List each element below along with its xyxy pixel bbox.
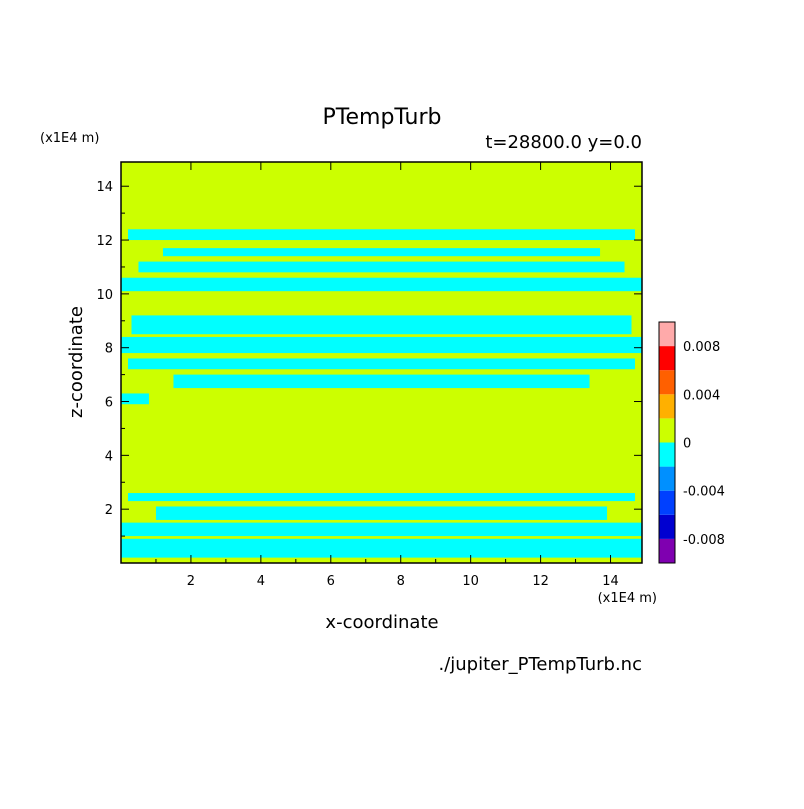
colorbar-label-0: -0.008 xyxy=(683,533,725,548)
x-axis: 2 4 6 8 10 12 14 xyxy=(155,162,619,589)
x-tick-label-12: 12 xyxy=(532,574,549,589)
negative-band-7 xyxy=(121,336,642,354)
negative-band-10 xyxy=(138,261,625,273)
colorbar-segment-2 xyxy=(659,490,675,515)
colorbar-segment-5 xyxy=(659,418,675,443)
colorbar-label-1: -0.004 xyxy=(683,485,725,500)
negative-band-2 xyxy=(155,506,608,520)
x-unit-label: (x1E4 m) xyxy=(598,591,657,606)
colorbar: -0.008 -0.004 0 0.004 0.008 xyxy=(658,321,725,564)
negative-band-3 xyxy=(127,493,636,502)
negative-band-9 xyxy=(121,277,642,292)
y-tick-label-12: 12 xyxy=(96,234,113,249)
negative-band-1 xyxy=(121,522,642,537)
negative-region-layer xyxy=(121,229,642,558)
colorbar-segment-9 xyxy=(659,322,675,347)
x-tick-label-8: 8 xyxy=(397,574,405,589)
colorbar-segment-4 xyxy=(659,442,675,467)
x-tick-label-4: 4 xyxy=(257,574,265,589)
colorbar-segment-6 xyxy=(659,394,675,419)
chart-title: PTempTurb xyxy=(323,105,442,130)
colorbar-segment-0 xyxy=(659,538,675,563)
y-tick-label-10: 10 xyxy=(96,288,113,303)
colorbar-label-2: 0 xyxy=(683,437,691,452)
x-tick-label-6: 6 xyxy=(327,574,335,589)
negative-band-5 xyxy=(173,374,590,389)
y-tick-label-8: 8 xyxy=(105,342,113,357)
negative-band-4 xyxy=(121,393,149,405)
negative-band-12 xyxy=(127,229,636,241)
negative-band-0 xyxy=(121,538,642,558)
negative-band-8 xyxy=(131,315,632,335)
plot-frame xyxy=(120,161,643,564)
negative-band-11 xyxy=(162,248,601,257)
x-axis-label: x-coordinate xyxy=(325,612,438,633)
x-tick-label-2: 2 xyxy=(187,574,195,589)
y-tick-label-14: 14 xyxy=(96,180,113,195)
chart-subtitle: t=28800.0 y=0.0 xyxy=(485,132,642,153)
colorbar-segment-3 xyxy=(659,466,675,491)
y-axis: 2 4 6 8 10 12 14 xyxy=(96,180,642,537)
source-file-label: ./jupiter_PTempTurb.nc xyxy=(438,654,642,675)
y-axis-label: z-coordinate xyxy=(66,306,87,418)
colorbar-segment-1 xyxy=(659,514,675,539)
y-tick-label-4: 4 xyxy=(105,449,113,464)
negative-band-6 xyxy=(127,358,636,370)
colorbar-label-4: 0.008 xyxy=(683,340,720,355)
colorbar-label-3: 0.004 xyxy=(683,388,720,403)
x-tick-label-10: 10 xyxy=(462,574,479,589)
colorbar-frame xyxy=(658,321,676,564)
colorbar-segment-7 xyxy=(659,370,675,395)
y-unit-label: (x1E4 m) xyxy=(40,131,99,146)
y-tick-label-2: 2 xyxy=(105,503,113,518)
y-tick-label-6: 6 xyxy=(105,396,113,411)
colorbar-segment-8 xyxy=(659,346,675,371)
x-tick-label-14: 14 xyxy=(602,574,619,589)
